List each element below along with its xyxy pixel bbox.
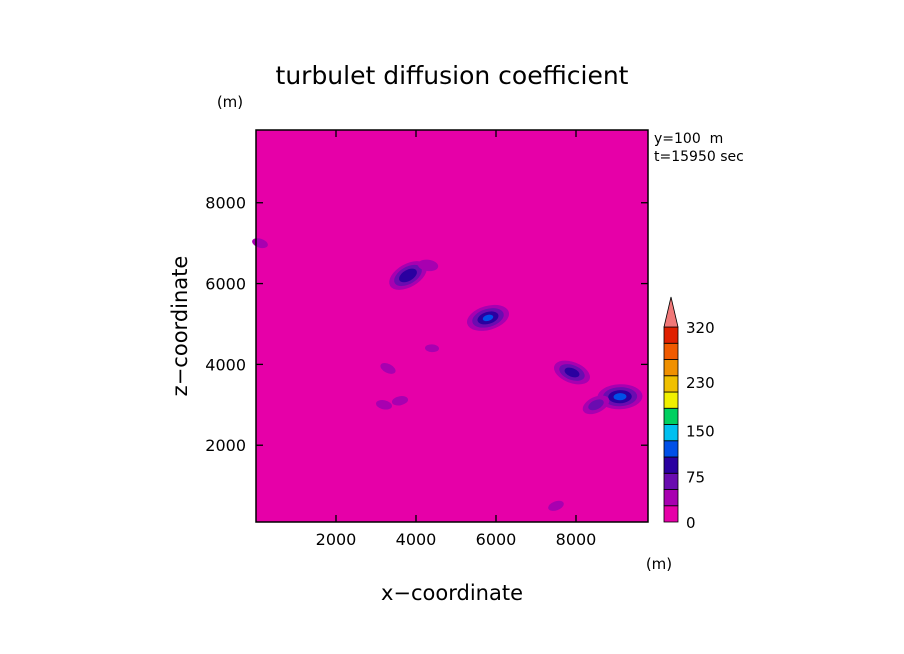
contour-band (380, 363, 396, 374)
contour-band (375, 400, 393, 410)
contour-feature (424, 344, 440, 353)
colorbar: 0 75 150 230 320 (663, 296, 715, 532)
y-tick-label: 6000 (205, 275, 246, 294)
colorbar-tick-label: 75 (686, 468, 705, 486)
colorbar-segment (663, 375, 679, 393)
field-background (256, 130, 648, 522)
y-tick-label: 8000 (205, 194, 246, 213)
contour-band (417, 259, 439, 272)
y-axis-label: z−coordinate (168, 256, 192, 397)
contour-band (399, 268, 417, 283)
x-tick-label: 8000 (556, 530, 597, 549)
y-tick-label: 4000 (205, 355, 246, 374)
y-unit-label: (m) (217, 93, 243, 111)
contour-feature (553, 360, 591, 385)
contour-band (564, 367, 580, 378)
colorbar-segment (663, 456, 679, 474)
contour-band (482, 314, 494, 322)
contour-feature (391, 396, 409, 406)
x-tick-label: 6000 (476, 530, 517, 549)
y-tick-label: 2000 (205, 436, 246, 455)
annotation-time: t=15950 sec (654, 149, 744, 165)
contour-band (424, 344, 440, 353)
contour-feature (389, 261, 427, 290)
x-axis: 2000 4000 6000 8000 (316, 130, 597, 549)
contour-band (548, 500, 564, 511)
colorbar-segment (663, 342, 679, 360)
x-axis-label: x−coordinate (381, 581, 523, 605)
colorbar-segment (663, 472, 679, 490)
contour-feature (548, 500, 564, 511)
colorbar-segment (663, 391, 679, 409)
contour-feature (417, 259, 439, 272)
contour-feature (380, 363, 396, 374)
chart-title: turbulet diffusion coefficient (276, 61, 629, 90)
annotation-y: y=100 m (654, 131, 723, 147)
colorbar-segment (663, 407, 679, 425)
colorbar-segment (663, 489, 679, 507)
y-axis: 2000 4000 6000 8000 (205, 194, 648, 455)
colorbar-extend-arrow (663, 296, 679, 328)
x-unit-label: (m) (646, 555, 672, 573)
contour-field (252, 130, 648, 522)
x-tick-label: 2000 (316, 530, 357, 549)
colorbar-segment (663, 326, 679, 344)
colorbar-segment (663, 440, 679, 458)
colorbar-segment (663, 424, 679, 442)
colorbar-tick-label: 230 (686, 374, 715, 392)
x-tick-label: 4000 (396, 530, 437, 549)
contour-feature (466, 304, 510, 331)
colorbar-segment (663, 505, 679, 523)
contour-band (391, 396, 409, 406)
contour-band (588, 399, 604, 411)
colorbar-tick-label: 0 (686, 514, 696, 532)
contour-feature (375, 400, 393, 410)
plot-frame (255, 129, 649, 523)
colorbar-segment (663, 359, 679, 377)
contour-feature (582, 395, 610, 415)
colorbar-tick-label: 150 (686, 423, 715, 441)
contour-band (613, 393, 627, 401)
colorbar-tick-label: 320 (686, 319, 715, 337)
